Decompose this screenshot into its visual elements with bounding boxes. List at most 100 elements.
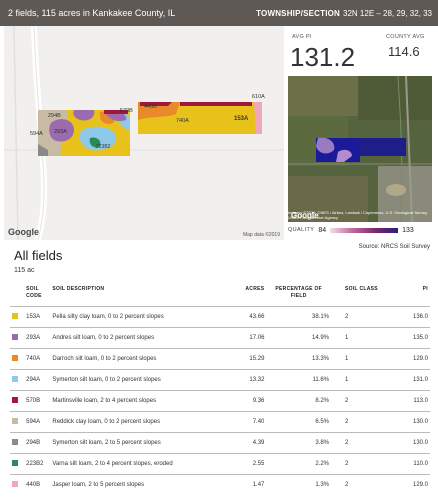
- map-label-610a: 610A: [252, 94, 265, 100]
- soil-class: 2: [331, 453, 386, 475]
- soil-acres: 9.36: [224, 390, 267, 412]
- satellite-credit: Imagery ©2019, CNES / Airbus, Landsat / …: [288, 210, 428, 220]
- soil-table: SOIL CODE SOIL DESCRIPTION ACRES PERCENT…: [10, 286, 430, 496]
- soil-class: 1: [331, 327, 386, 349]
- soil-color-swatch: [12, 397, 18, 403]
- soil-acres: 13.32: [224, 369, 267, 391]
- soil-acres: 17.06: [224, 327, 267, 349]
- total-acres: 115 ac: [14, 267, 35, 274]
- soil-pi: 135.0: [385, 327, 430, 349]
- avg-pi-value: 131.2: [290, 42, 356, 72]
- map-credit: Map data ©2019: [242, 232, 280, 238]
- soil-code: 294B: [24, 432, 51, 454]
- township-value: 32N 12E – 28, 29, 32, 33: [343, 8, 432, 18]
- soil-pi: 130.0: [385, 432, 430, 454]
- map-label-440b: 440B: [144, 104, 157, 110]
- table-header-row: SOIL CODE SOIL DESCRIPTION ACRES PERCENT…: [10, 286, 430, 307]
- source-note: Source: NRCS Soil Survey: [358, 244, 430, 250]
- table-row[interactable]: 294A Symerton silt loam, 0 to 2 percent s…: [10, 369, 430, 391]
- soil-percentage: 14.9%: [266, 327, 332, 349]
- table-row[interactable]: 153A Pella silty clay loam, 0 to 2 percen…: [10, 306, 430, 328]
- county-avg-value: 114.6: [388, 44, 420, 59]
- soil-pi: 129.0: [385, 348, 430, 370]
- soil-color-swatch: [12, 313, 18, 319]
- soil-pi: 130.0: [385, 411, 430, 433]
- table-row[interactable]: 294B Symerton silt loam, 2 to 5 percent s…: [10, 432, 430, 454]
- map-label-294b: 294B: [48, 113, 61, 119]
- soil-pi: 113.0: [385, 390, 430, 412]
- table-row[interactable]: 570B Martinsville loam, 2 to 4 percent sl…: [10, 390, 430, 412]
- header-soil-description[interactable]: SOIL DESCRIPTION: [52, 286, 105, 292]
- soil-code: 153A: [24, 306, 51, 328]
- google-logo: Google: [8, 227, 39, 237]
- header-acres[interactable]: ACRES: [245, 286, 265, 292]
- header-percentage[interactable]: PERCENTAGE OF FIELD: [275, 286, 322, 299]
- soil-color-swatch: [12, 439, 18, 445]
- quality-label: QUALITY: [288, 227, 315, 233]
- soil-class: 2: [331, 390, 386, 412]
- soil-description: Reddick clay loam, 0 to 2 percent slopes: [50, 411, 225, 433]
- soil-code: 740A: [24, 348, 51, 370]
- table-row[interactable]: 293A Andres silt loam, 0 to 2 percent slo…: [10, 327, 430, 349]
- soil-acres: 2.55: [224, 453, 267, 475]
- soil-pi: 131.0: [385, 369, 430, 391]
- soil-percentage: 8.2%: [266, 390, 332, 412]
- soil-percentage: 6.5%: [266, 411, 332, 433]
- soil-percentage: 2.2%: [266, 453, 332, 475]
- satellite-map[interactable]: Google Imagery ©2019, CNES / Airbus, Lan…: [288, 76, 432, 222]
- soil-percentage: 11.6%: [266, 369, 332, 391]
- soil-code: 223B2: [24, 453, 51, 475]
- report-title: 2 fields, 115 acres in Kankakee County, …: [8, 8, 176, 18]
- table-row[interactable]: 440B Jasper loam, 2 to 5 percent slopes 1.…: [10, 474, 430, 496]
- soil-acres: 15.29: [224, 348, 267, 370]
- soil-code: 293A: [24, 327, 51, 349]
- map-label-293a: 293A: [54, 129, 67, 135]
- soil-code: 570B: [24, 390, 51, 412]
- soil-percentage: 3.8%: [266, 432, 332, 454]
- map-label-153a: 153A: [234, 116, 249, 122]
- soil-description: Symerton silt loam, 0 to 2 percent slope…: [50, 369, 225, 391]
- soil-color-swatch: [12, 355, 18, 361]
- soil-description: Varna silt loam, 2 to 4 percent slopes, …: [50, 453, 225, 475]
- table-row[interactable]: 223B2 Varna silt loam, 2 to 4 percent slo…: [10, 453, 430, 475]
- soil-acres: 4.39: [224, 432, 267, 454]
- soil-description: Symerton silt loam, 2 to 5 percent slope…: [50, 432, 225, 454]
- satellite-graphic: [288, 76, 432, 222]
- summary-panel: AVG PI 131.2 COUNTY AVG 114.6 Google: [286, 26, 434, 240]
- soil-description: Andres silt loam, 0 to 2 percent slopes: [50, 327, 225, 349]
- soil-class: 2: [331, 432, 386, 454]
- satellite-google-logo: Google: [291, 211, 319, 220]
- county-avg-label: COUNTY AVG: [386, 34, 425, 40]
- soil-percentage: 1.3%: [266, 474, 332, 496]
- soil-code: 294A: [24, 369, 51, 391]
- soil-map[interactable]: 294B 293A 594A 440B 740A 153A 570B 223B2…: [4, 26, 284, 240]
- soil-description: Martinsville loam, 2 to 4 percent slopes: [50, 390, 225, 412]
- quality-legend: QUALITY 84 133: [288, 224, 432, 236]
- header-soil-code[interactable]: SOIL CODE: [26, 286, 42, 299]
- soil-acres: 43.66: [224, 306, 267, 328]
- soil-acres: 7.40: [224, 411, 267, 433]
- quality-gradient-bar: [330, 227, 399, 233]
- quality-max: 133: [402, 226, 414, 234]
- soil-description: Jasper loam, 2 to 5 percent slopes: [50, 474, 225, 496]
- soil-code: 594A: [24, 411, 51, 433]
- header-pi[interactable]: PI: [422, 286, 428, 292]
- soil-color-swatch: [12, 334, 18, 340]
- table-row[interactable]: 594A Reddick clay loam, 0 to 2 percent sl…: [10, 411, 430, 433]
- soil-class: 1: [331, 348, 386, 370]
- soil-pi: 136.0: [385, 306, 430, 328]
- soil-map-graphic: 294B 293A 594A 440B 740A 153A 570B 223B2…: [4, 26, 284, 240]
- soil-description: Pella silty clay loam, 0 to 2 percent sl…: [50, 306, 225, 328]
- soil-pi: 129.0: [385, 474, 430, 496]
- table-row[interactable]: 740A Darroch silt loam, 0 to 2 percent sl…: [10, 348, 430, 370]
- soil-acres: 1.47: [224, 474, 267, 496]
- header-soil-class[interactable]: SOIL CLASS: [345, 286, 378, 292]
- township-label: TOWNSHIP/SECTION: [256, 8, 341, 18]
- map-label-594a: 594A: [30, 131, 43, 137]
- avg-pi-label: AVG PI: [292, 34, 312, 40]
- soil-color-swatch: [12, 418, 18, 424]
- soil-code: 440B: [24, 474, 51, 496]
- map-label-740a: 740A: [176, 118, 189, 124]
- report-header: 2 fields, 115 acres in Kankakee County, …: [0, 0, 438, 26]
